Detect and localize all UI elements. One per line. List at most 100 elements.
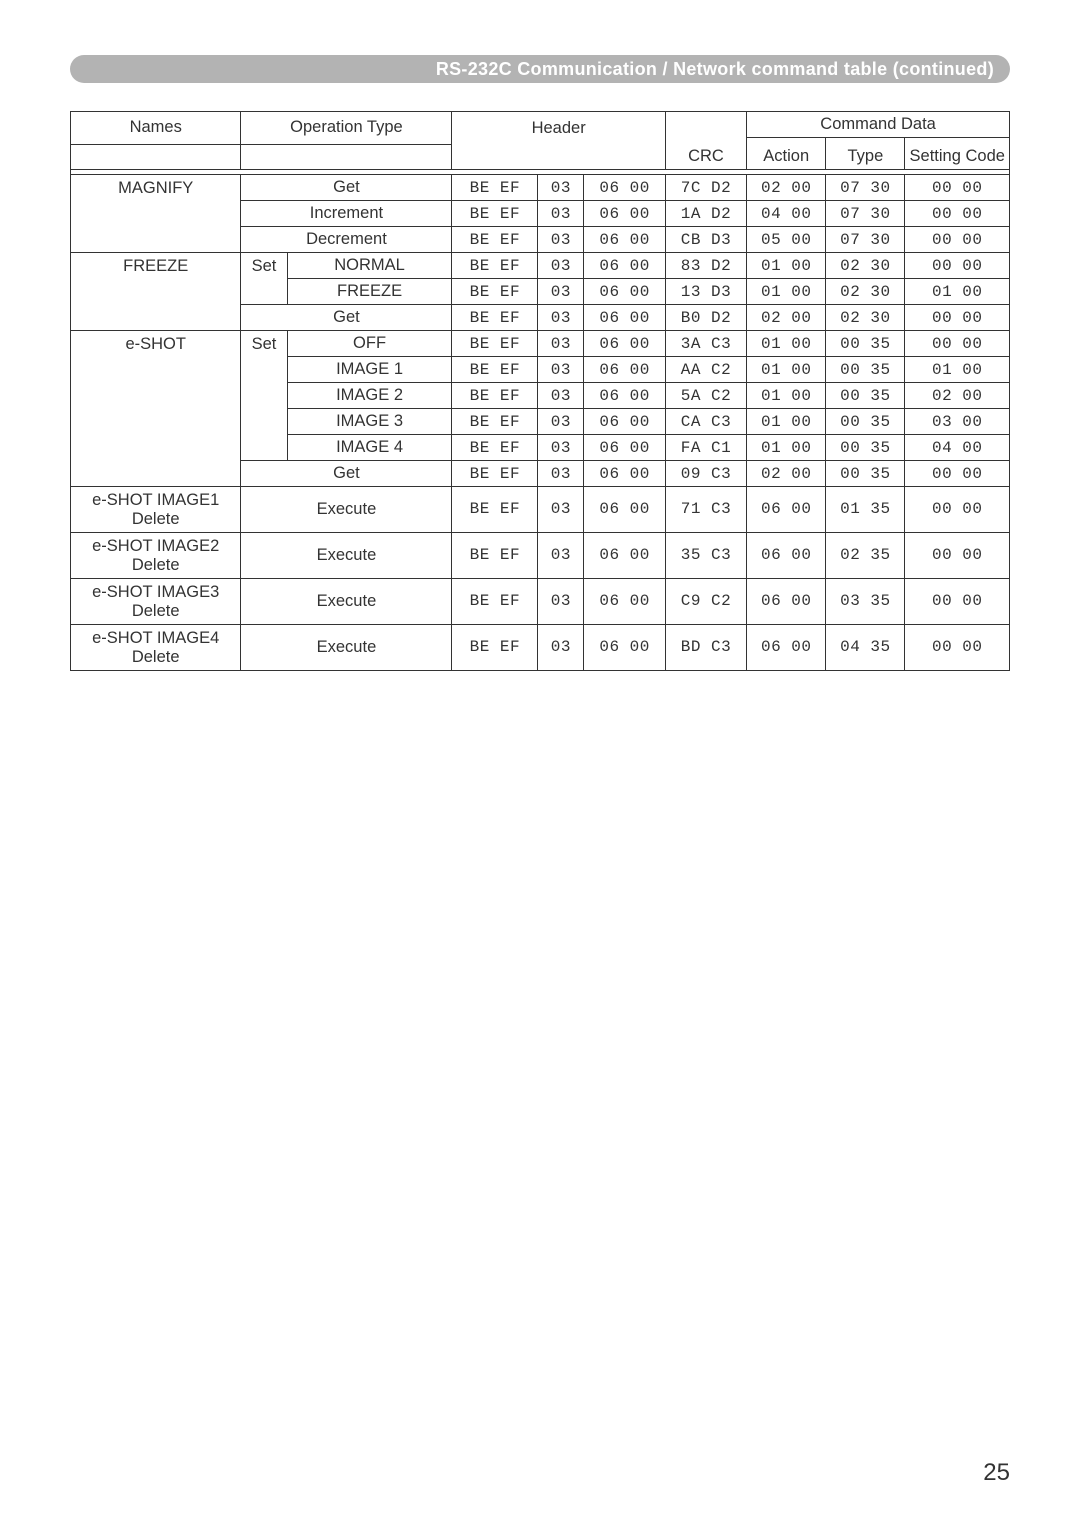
table-row: e-SHOT IMAGE2DeleteExecuteBE EF0306 0035… (71, 532, 1010, 578)
cell-name: e-SHOT IMAGE2Delete (71, 532, 241, 578)
cell-sc: 00 00 (905, 461, 1010, 487)
cell-h2: 03 (538, 305, 584, 331)
cell-h1: BE EF (452, 253, 538, 279)
cell-set: Set (241, 331, 287, 461)
section-title: RS-232C Communication / Network command … (70, 55, 1010, 83)
page-number: 25 (983, 1459, 1010, 1487)
cell-action: 01 00 (747, 383, 826, 409)
cell-h2: 03 (538, 409, 584, 435)
cell-sc: 00 00 (905, 175, 1010, 201)
cell-sc: 03 00 (905, 409, 1010, 435)
cell-h3: 06 00 (584, 201, 665, 227)
table-row: e-SHOT IMAGE3DeleteExecuteBE EF0306 00C9… (71, 578, 1010, 624)
th-names: Names (71, 112, 241, 145)
cell-type: 04 35 (826, 624, 905, 670)
th-header: Header (452, 112, 665, 145)
cell-h2: 03 (538, 253, 584, 279)
cell-h2: 03 (538, 227, 584, 253)
cell-crc: AA C2 (665, 357, 746, 383)
cell-type: 02 30 (826, 279, 905, 305)
cell-type: 02 30 (826, 305, 905, 331)
cell-action: 01 00 (747, 253, 826, 279)
cell-operation: IMAGE 4 (287, 435, 452, 461)
cell-operation: Get (241, 305, 452, 331)
cell-name: e-SHOT (71, 331, 241, 487)
cell-action: 02 00 (747, 305, 826, 331)
cell-h2: 03 (538, 578, 584, 624)
cell-h1: BE EF (452, 279, 538, 305)
table-header-row-1: Names Operation Type Header Command Data (71, 112, 1010, 138)
cell-name: e-SHOT IMAGE1Delete (71, 487, 241, 533)
cell-name: FREEZE (71, 253, 241, 331)
cell-sc: 01 00 (905, 279, 1010, 305)
cell-h1: BE EF (452, 461, 538, 487)
cell-h3: 06 00 (584, 624, 665, 670)
th-operation-type: Operation Type (241, 112, 452, 145)
cell-sc: 00 00 (905, 532, 1010, 578)
cell-crc: 13 D3 (665, 279, 746, 305)
cell-operation: FREEZE (287, 279, 452, 305)
cell-operation: Increment (241, 201, 452, 227)
cell-action: 01 00 (747, 357, 826, 383)
cell-name: e-SHOT IMAGE4Delete (71, 624, 241, 670)
cell-type: 00 35 (826, 409, 905, 435)
cell-type: 03 35 (826, 578, 905, 624)
cell-h3: 06 00 (584, 461, 665, 487)
table-row: FREEZESetNORMALBE EF0306 0083 D201 0002 … (71, 253, 1010, 279)
cell-h1: BE EF (452, 383, 538, 409)
cell-action: 05 00 (747, 227, 826, 253)
cell-h3: 06 00 (584, 227, 665, 253)
cell-h1: BE EF (452, 624, 538, 670)
cell-type: 00 35 (826, 435, 905, 461)
cell-operation: IMAGE 3 (287, 409, 452, 435)
cell-h2: 03 (538, 357, 584, 383)
cell-crc: 09 C3 (665, 461, 746, 487)
cell-sc: 00 00 (905, 253, 1010, 279)
table-header-row-3: CRC Action Type Setting Code (71, 144, 1010, 170)
cell-type: 02 35 (826, 532, 905, 578)
th-setting-code: Setting Code (905, 144, 1010, 170)
cell-operation: Execute (241, 532, 452, 578)
cell-sc: 02 00 (905, 383, 1010, 409)
cell-h3: 06 00 (584, 331, 665, 357)
cell-crc: CA C3 (665, 409, 746, 435)
cell-h1: BE EF (452, 487, 538, 533)
cell-h3: 06 00 (584, 409, 665, 435)
th-crc: CRC (665, 144, 746, 170)
cell-operation: NORMAL (287, 253, 452, 279)
cell-sc: 00 00 (905, 331, 1010, 357)
cell-h2: 03 (538, 487, 584, 533)
cell-h2: 03 (538, 435, 584, 461)
cell-h3: 06 00 (584, 435, 665, 461)
cell-action: 06 00 (747, 578, 826, 624)
cell-h1: BE EF (452, 175, 538, 201)
cell-crc: 7C D2 (665, 175, 746, 201)
cell-h1: BE EF (452, 331, 538, 357)
cell-crc: CB D3 (665, 227, 746, 253)
cell-crc: 5A C2 (665, 383, 746, 409)
cell-type: 00 35 (826, 331, 905, 357)
cell-h2: 03 (538, 624, 584, 670)
command-table: Names Operation Type Header Command Data… (70, 111, 1010, 671)
cell-type: 00 35 (826, 383, 905, 409)
cell-h2: 03 (538, 175, 584, 201)
cell-h3: 06 00 (584, 357, 665, 383)
cell-operation: Execute (241, 578, 452, 624)
cell-type: 07 30 (826, 227, 905, 253)
cell-h3: 06 00 (584, 279, 665, 305)
cell-operation: IMAGE 1 (287, 357, 452, 383)
th-type: Type (826, 144, 905, 170)
cell-h3: 06 00 (584, 305, 665, 331)
cell-action: 01 00 (747, 435, 826, 461)
cell-crc: 3A C3 (665, 331, 746, 357)
cell-h2: 03 (538, 532, 584, 578)
cell-type: 00 35 (826, 461, 905, 487)
cell-name: e-SHOT IMAGE3Delete (71, 578, 241, 624)
cell-crc: BD C3 (665, 624, 746, 670)
cell-h1: BE EF (452, 532, 538, 578)
cell-h3: 06 00 (584, 578, 665, 624)
table-row: e-SHOT IMAGE1DeleteExecuteBE EF0306 0071… (71, 487, 1010, 533)
cell-h1: BE EF (452, 435, 538, 461)
cell-sc: 00 00 (905, 624, 1010, 670)
cell-type: 07 30 (826, 201, 905, 227)
